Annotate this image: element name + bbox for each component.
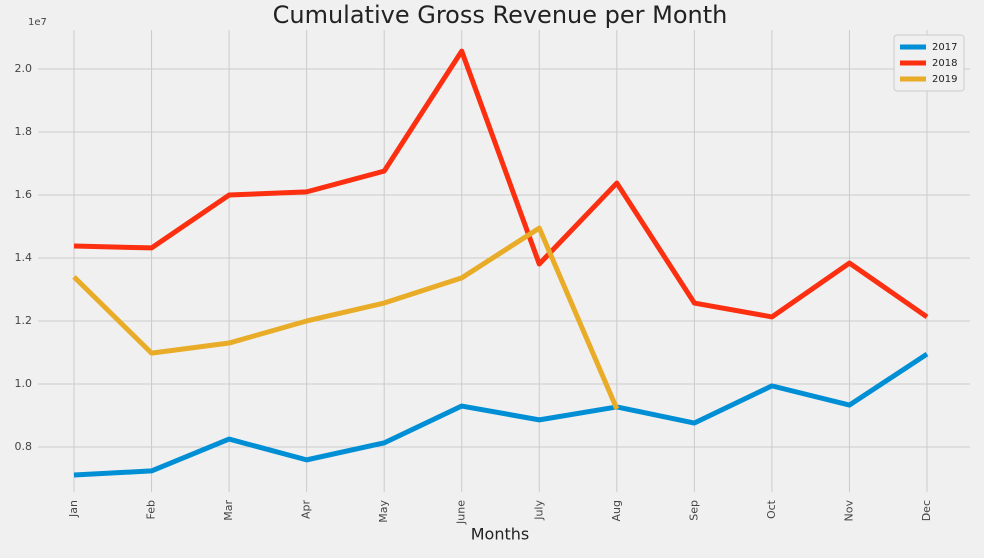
x-tick-label: Jan — [67, 500, 80, 518]
x-tick-label: May — [377, 500, 390, 523]
line-series — [72, 225, 620, 410]
x-tick-label: Apr — [300, 500, 313, 520]
y-tick-label: 1.0 — [15, 377, 33, 390]
x-tick-label: Mar — [222, 500, 235, 521]
y-tick-label: 1.6 — [15, 188, 33, 201]
x-tick-label: Nov — [842, 500, 855, 522]
line-series — [73, 48, 929, 320]
line-series — [73, 351, 929, 478]
y-tick-label: 1.8 — [15, 125, 33, 138]
y-tick-label: 2.0 — [15, 62, 33, 75]
x-tick-label: Feb — [145, 500, 158, 519]
x-tick-label: Oct — [765, 499, 778, 519]
chart-title: Cumulative Gross Revenue per Month — [273, 1, 728, 29]
y-offset-label: 1e7 — [28, 17, 47, 28]
x-tick-label: July — [532, 500, 545, 521]
legend-label: 2017 — [932, 42, 957, 53]
legend-label: 2018 — [932, 58, 957, 69]
y-tick-label: 0.8 — [15, 440, 33, 453]
x-tick-label: Sep — [687, 500, 700, 521]
x-tick-label: Aug — [610, 500, 623, 521]
x-axis-label: Months — [471, 525, 529, 544]
y-tick-label: 1.2 — [15, 314, 33, 327]
x-tick-label: Dec — [920, 500, 933, 521]
y-tick-label: 1.4 — [15, 251, 33, 264]
x-tick-label: June — [455, 500, 468, 525]
legend-label: 2019 — [932, 74, 957, 85]
